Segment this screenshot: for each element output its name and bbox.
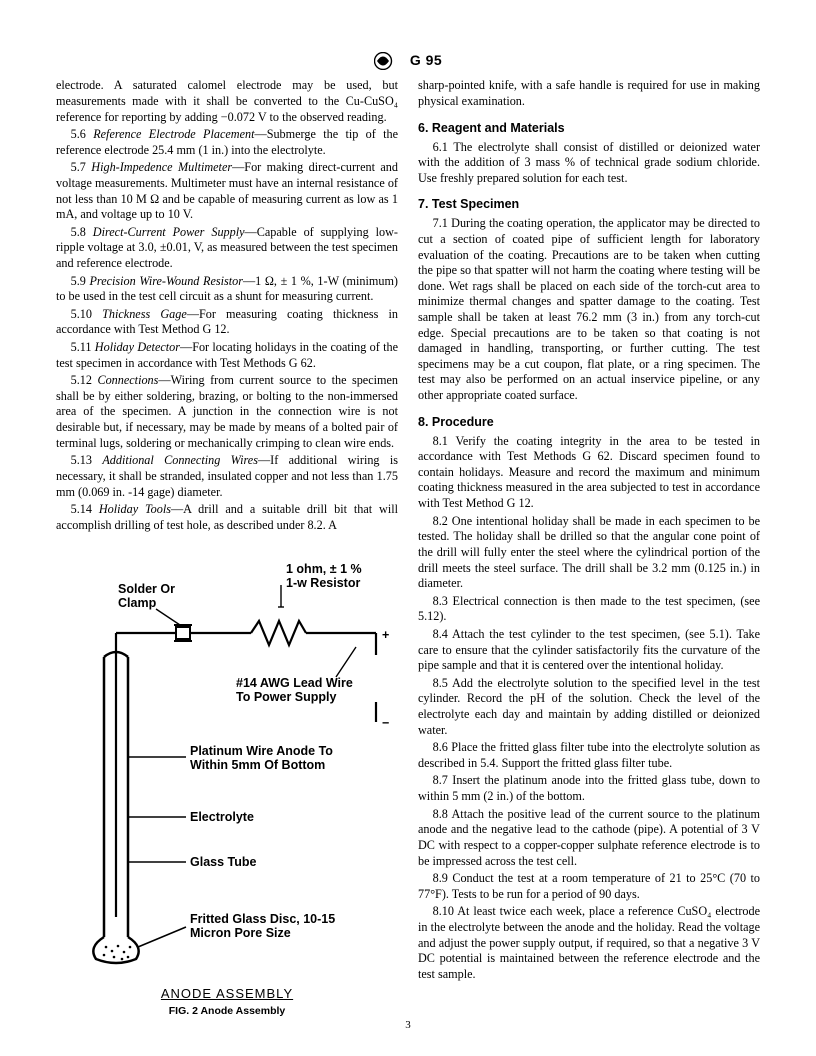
para-5-12: 5.12 Connections—Wiring from current sou…: [56, 373, 398, 451]
right-column: sharp-pointed knife, with a safe handle …: [418, 78, 760, 1018]
para-8-3: 8.3 Electrical connection is then made t…: [418, 594, 760, 625]
para-5-14-cont: sharp-pointed knife, with a safe handle …: [418, 78, 760, 109]
svg-text:#14 AWG Lead Wire T: #14 AWG Lead Wire To Power Supply: [236, 676, 356, 704]
figure-2: + − 1 ohm, ± 1 % 1-w Resistor #14 AWG Le…: [56, 547, 398, 1018]
figure-caption: FIG. 2 Anode Assembly: [56, 1005, 398, 1018]
para-5-13: 5.13 Additional Connecting Wires—If addi…: [56, 453, 398, 500]
para-8-8: 8.8 Attach the positive lead of the curr…: [418, 807, 760, 869]
para-5-5-cont: electrode. A saturated calomel electrode…: [56, 78, 398, 125]
section-6-heading: 6. Reagent and Materials: [418, 120, 760, 136]
para-8-2: 8.2 One intentional holiday shall be mad…: [418, 514, 760, 592]
para-5-6: 5.6 Reference Electrode Placement—Submer…: [56, 127, 398, 158]
para-8-10: 8.10 At least twice each week, place a r…: [418, 904, 760, 982]
svg-text:Glass Tube: Glass Tube: [190, 855, 257, 869]
anode-assembly-diagram-icon: + − 1 ohm, ± 1 % 1-w Resistor #14 AWG Le…: [56, 547, 396, 977]
svg-text:+: +: [382, 628, 389, 642]
para-7-1: 7.1 During the coating operation, the ap…: [418, 216, 760, 403]
page-number: 3: [0, 1018, 816, 1032]
standard-id: G 95: [410, 52, 442, 68]
para-5-9: 5.9 Precision Wire-Wound Resistor—1 Ω, ±…: [56, 274, 398, 305]
para-5-7: 5.7 High-Impedence Multimeter—For making…: [56, 160, 398, 222]
astm-logo-icon: [374, 52, 404, 70]
para-8-5: 8.5 Add the electrolyte solution to the …: [418, 676, 760, 738]
section-7-heading: 7. Test Specimen: [418, 196, 760, 212]
para-8-9: 8.9 Conduct the test at a room temperatu…: [418, 871, 760, 902]
para-5-11: 5.11 Holiday Detector—For locating holid…: [56, 340, 398, 371]
para-8-1: 8.1 Verify the coating integrity in the …: [418, 434, 760, 512]
section-8-heading: 8. Procedure: [418, 414, 760, 430]
para-8-4: 8.4 Attach the test cylinder to the test…: [418, 627, 760, 674]
para-8-7: 8.7 Insert the platinum anode into the f…: [418, 773, 760, 804]
para-8-6: 8.6 Place the fritted glass filter tube …: [418, 740, 760, 771]
left-column: electrode. A saturated calomel electrode…: [56, 78, 398, 1018]
page-header: G 95: [0, 0, 816, 70]
figure-title: ANODE ASSEMBLY: [56, 986, 398, 1003]
svg-text:Fritted Glass Disc, 10-15Micro: Fritted Glass Disc, 10-15Micron Pore Siz…: [190, 912, 335, 940]
para-6-1: 6.1 The electrolyte shall consist of dis…: [418, 140, 760, 187]
svg-text:Electrolyte: Electrolyte: [190, 810, 254, 824]
para-5-10: 5.10 Thickness Gage—For measuring coatin…: [56, 307, 398, 338]
svg-text:−: −: [382, 716, 389, 730]
para-5-8: 5.8 Direct-Current Power Supply—Capable …: [56, 225, 398, 272]
para-5-14: 5.14 Holiday Tools—A drill and a suitabl…: [56, 502, 398, 533]
label-resistor: 1 ohm, ± 1 % 1-w Resistor: [286, 562, 365, 590]
svg-text:Solder Or Clamp: Solder Or Clamp: [118, 582, 178, 610]
svg-text:Platinum Wire Anode ToWithin 5: Platinum Wire Anode ToWithin 5mm Of Bott…: [190, 744, 333, 772]
